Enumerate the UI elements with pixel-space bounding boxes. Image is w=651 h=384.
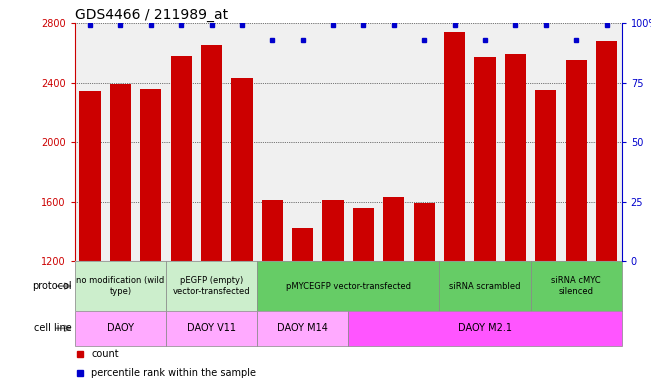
Text: percentile rank within the sample: percentile rank within the sample	[91, 368, 256, 378]
Bar	[439, 261, 531, 311]
Text: DAOY: DAOY	[107, 323, 134, 333]
Bar	[140, 89, 161, 261]
Bar	[322, 200, 344, 261]
Bar	[231, 78, 253, 261]
Bar	[444, 32, 465, 261]
Bar	[166, 311, 257, 346]
Bar	[383, 197, 404, 261]
Bar	[79, 91, 101, 261]
Bar	[262, 200, 283, 261]
Text: DAOY V11: DAOY V11	[187, 323, 236, 333]
Bar	[201, 45, 222, 261]
Bar	[75, 261, 166, 311]
Text: no modification (wild
type): no modification (wild type)	[76, 276, 165, 296]
Bar	[292, 228, 313, 261]
Bar	[505, 54, 526, 261]
Text: DAOY M14: DAOY M14	[277, 323, 328, 333]
Bar	[166, 261, 257, 311]
Text: pEGFP (empty)
vector-transfected: pEGFP (empty) vector-transfected	[173, 276, 251, 296]
Bar	[171, 56, 192, 261]
Bar	[110, 84, 131, 261]
Bar	[475, 57, 495, 261]
Bar	[75, 311, 166, 346]
Text: cell line: cell line	[34, 323, 72, 333]
Text: count: count	[91, 349, 119, 359]
Text: protocol: protocol	[32, 281, 72, 291]
Bar	[566, 60, 587, 261]
Bar	[348, 311, 622, 346]
Text: GDS4466 / 211989_at: GDS4466 / 211989_at	[75, 8, 228, 22]
Bar	[257, 311, 348, 346]
Bar	[353, 208, 374, 261]
Text: pMYCEGFP vector-transfected: pMYCEGFP vector-transfected	[286, 281, 411, 291]
Bar	[535, 90, 557, 261]
Bar	[531, 261, 622, 311]
Text: siRNA scrambled: siRNA scrambled	[449, 281, 521, 291]
Bar	[596, 41, 617, 261]
Text: DAOY M2.1: DAOY M2.1	[458, 323, 512, 333]
Bar	[257, 261, 439, 311]
Bar	[413, 203, 435, 261]
Text: siRNA cMYC
silenced: siRNA cMYC silenced	[551, 276, 601, 296]
